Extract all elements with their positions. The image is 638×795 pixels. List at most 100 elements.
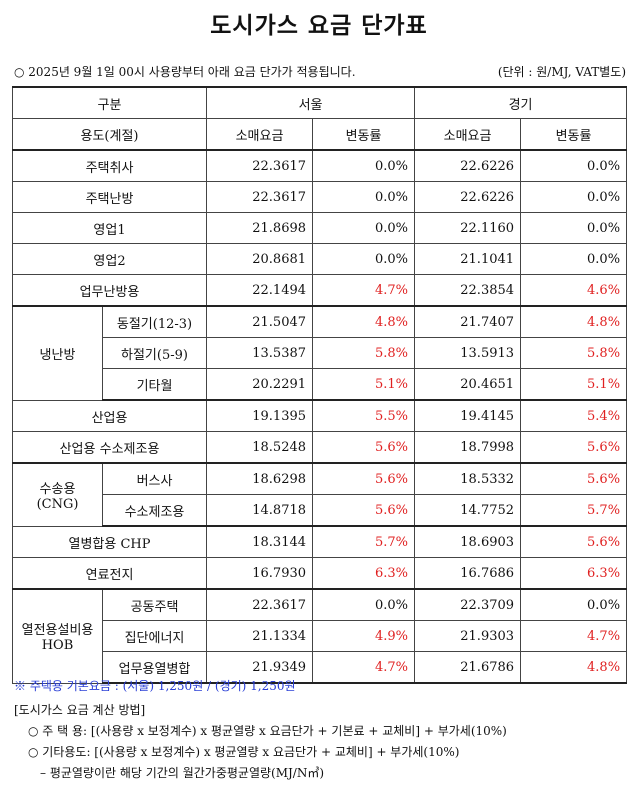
gyeonggi-rate: 18.7998 — [414, 431, 522, 464]
table-row: 열전용설비용 HOB 공동주택 22.3617 0.0% 22.3709 0.0… — [12, 588, 628, 684]
table-row: 주택난방 22.3617 0.0% 22.6226 0.0% — [11, 181, 628, 213]
header-gg-retail: 소매요금 — [414, 118, 522, 151]
gyeonggi-change: 5.4% — [520, 399, 628, 432]
gyeonggi-change: 0.0% — [520, 212, 628, 244]
gyeonggi-rate: 21.7407 — [414, 305, 522, 338]
usage-label: 열병합용 CHP — [11, 525, 208, 558]
group-label-line: 수송용 — [39, 481, 76, 497]
header-usage: 용도(계절) — [11, 118, 208, 151]
seoul-rate: 21.8698 — [206, 212, 314, 244]
seoul-change: 5.7% — [312, 525, 416, 558]
gyeonggi-rate: 14.7752 — [414, 494, 522, 527]
gyeonggi-change: 4.7% — [520, 620, 628, 652]
seoul-change: 5.8% — [312, 337, 416, 369]
seoul-change: 0.0% — [312, 181, 416, 213]
gyeonggi-rate: 22.3709 — [414, 588, 522, 621]
seoul-rate: 16.7930 — [206, 557, 314, 590]
seoul-change: 5.1% — [312, 368, 416, 401]
seoul-rate: 22.3617 — [206, 588, 314, 621]
gyeonggi-rate: 18.6903 — [414, 525, 522, 558]
rate-table: 구분 서울 경기 용도(계절) 소매요금 변동률 소매요금 변동률 주택취사 2… — [11, 86, 628, 684]
table-row: 기타월 20.2291 5.1% 20.4651 5.1% — [13, 368, 628, 401]
table-row: 업무용열병합 21.9349 4.7% 21.6786 4.8% — [13, 651, 628, 684]
seoul-rate: 18.3144 — [206, 525, 314, 558]
method-note: – 평균열량이란 해당 기간의 월간가중평균열량(MJ/N㎥) — [40, 766, 325, 780]
gyeonggi-change: 4.8% — [520, 305, 628, 338]
usage-label: 하절기(5-9) — [101, 337, 208, 369]
seoul-change: 0.0% — [312, 149, 416, 182]
header-gyeonggi: 경기 — [414, 86, 628, 119]
usage-label: 산업용 — [11, 399, 208, 432]
seoul-change: 5.6% — [312, 431, 416, 464]
gyeonggi-rate: 22.3854 — [414, 274, 522, 307]
gyeonggi-rate: 21.6786 — [414, 651, 522, 684]
group-label-line: 열전용설비용 — [21, 623, 94, 639]
gyeonggi-change: 5.1% — [520, 368, 628, 401]
table-row: 주택취사 22.3617 0.0% 22.6226 0.0% — [11, 149, 628, 182]
seoul-change: 4.7% — [312, 651, 416, 684]
notice-line: ○ 2025년 9월 1일 00시 사용량부터 아래 요금 단가가 적용됩니다.… — [14, 63, 626, 81]
gyeonggi-change: 6.3% — [520, 557, 628, 590]
table-row: 하절기(5-9) 13.5387 5.8% 13.5913 5.8% — [13, 337, 628, 369]
effective-date-notice: ○ 2025년 9월 1일 00시 사용량부터 아래 요금 단가가 적용됩니다. — [14, 65, 356, 79]
seoul-rate: 13.5387 — [206, 337, 314, 369]
gyeonggi-change: 5.6% — [520, 431, 628, 464]
gyeonggi-rate: 13.5913 — [414, 337, 522, 369]
table-row: 업무난방용 22.1494 4.7% 22.3854 4.6% — [11, 274, 628, 307]
gyeonggi-rate: 16.7686 — [414, 557, 522, 590]
usage-label: 주택취사 — [11, 149, 208, 182]
gyeonggi-rate: 18.5332 — [414, 462, 522, 495]
table-row: 수소제조용 14.8718 5.6% 14.7752 5.7% — [13, 494, 628, 527]
usage-label: 동절기(12-3) — [101, 305, 208, 338]
usage-label: 버스사 — [101, 462, 208, 495]
gyeonggi-change: 0.0% — [520, 588, 628, 621]
group-label-hob: 열전용설비용 HOB — [12, 588, 103, 684]
header-seoul-change: 변동률 — [312, 118, 416, 151]
group-label-transport: 수송용 (CNG) — [12, 462, 103, 527]
unit-label: (단위 : 원/MJ, VAT별도) — [497, 65, 626, 79]
seoul-rate: 20.8681 — [206, 243, 314, 275]
gyeonggi-change: 5.6% — [520, 462, 628, 495]
usage-label: 업무용열병합 — [101, 651, 208, 684]
page-title: 도시가스 요금 단가표 — [210, 13, 428, 39]
usage-label: 영업2 — [11, 243, 208, 275]
seoul-rate: 21.5047 — [206, 305, 314, 338]
table-row: 영업2 20.8681 0.0% 21.1041 0.0% — [11, 243, 628, 275]
gyeonggi-change: 0.0% — [520, 243, 628, 275]
gyeonggi-rate: 21.9303 — [414, 620, 522, 652]
usage-label: 산업용 수소제조용 — [11, 431, 208, 464]
table-row: 냉난방 동절기(12-3) 21.5047 4.8% 21.7407 4.8% — [12, 305, 628, 401]
header-seoul: 서울 — [206, 86, 416, 119]
header-seoul-retail: 소매요금 — [206, 118, 314, 151]
table-subheader-row: 용도(계절) 소매요금 변동률 소매요금 변동률 — [11, 118, 628, 151]
table-header-row: 구분 서울 경기 — [11, 86, 628, 119]
seoul-rate: 22.3617 — [206, 149, 314, 182]
seoul-change: 4.9% — [312, 620, 416, 652]
seoul-change: 0.0% — [312, 588, 416, 621]
table-row: 집단에너지 21.1334 4.9% 21.9303 4.7% — [13, 620, 628, 652]
table-row: 영업1 21.8698 0.0% 22.1160 0.0% — [11, 212, 628, 244]
group-label-heating-cooling: 냉난방 — [12, 305, 103, 401]
table-row: 열병합용 CHP 18.3144 5.7% 18.6903 5.6% — [11, 525, 628, 558]
usage-label: 업무난방용 — [11, 274, 208, 307]
seoul-rate: 21.1334 — [206, 620, 314, 652]
seoul-change: 6.3% — [312, 557, 416, 590]
seoul-rate: 19.1395 — [206, 399, 314, 432]
header-category: 구분 — [11, 86, 208, 119]
gyeonggi-change: 0.0% — [520, 181, 628, 213]
gyeonggi-rate: 22.6226 — [414, 181, 522, 213]
seoul-change: 5.5% — [312, 399, 416, 432]
seoul-change: 5.6% — [312, 494, 416, 527]
table-row: 산업용 19.1395 5.5% 19.4145 5.4% — [11, 399, 628, 432]
seoul-change: 4.8% — [312, 305, 416, 338]
gyeonggi-change: 5.8% — [520, 337, 628, 369]
usage-label: 주택난방 — [11, 181, 208, 213]
method-residential: ○ 주 택 용: [(사용량 x 보정계수) x 평균열량 x 요금단가 + 기… — [28, 724, 507, 738]
gyeonggi-rate: 22.1160 — [414, 212, 522, 244]
seoul-rate: 20.2291 — [206, 368, 314, 401]
usage-label: 영업1 — [11, 212, 208, 244]
gyeonggi-change: 0.0% — [520, 149, 628, 182]
seoul-rate: 22.1494 — [206, 274, 314, 307]
table-row: 연료전지 16.7930 6.3% 16.7686 6.3% — [11, 557, 628, 590]
header-gg-change: 변동률 — [520, 118, 628, 151]
